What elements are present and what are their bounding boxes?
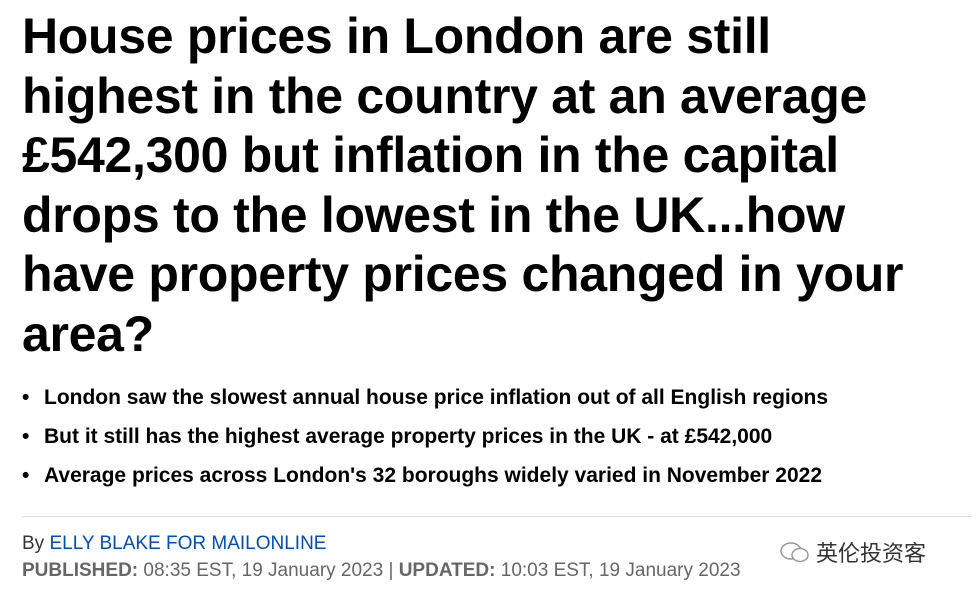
byline-prefix: By xyxy=(22,533,45,554)
bullet-item: London saw the slowest annual house pric… xyxy=(22,386,828,410)
dates: PUBLISHED: 08:35 EST, 19 January 2023 | … xyxy=(22,560,741,582)
separator xyxy=(22,516,972,517)
headline-line: drops to the lowest in the UK...how xyxy=(22,186,845,243)
headline-line: highest in the country at an average xyxy=(22,67,867,124)
byline: By ELLY BLAKE FOR MAILONLINE xyxy=(22,533,326,555)
watermark-text: 英伦投资客 xyxy=(816,541,927,566)
bullet-item: Average prices across London's 32 boroug… xyxy=(22,464,822,488)
watermark-icon xyxy=(780,542,809,563)
author-link[interactable]: ELLY BLAKE FOR MAILONLINE xyxy=(49,533,327,554)
headline-line: House prices in London are still xyxy=(22,8,771,64)
updated-date: 10:03 EST, 19 January 2023 xyxy=(500,560,741,581)
published-label: PUBLISHED: xyxy=(22,560,139,581)
headline-line: area? xyxy=(22,305,154,362)
updated-label: UPDATED: xyxy=(398,560,496,581)
watermark: 英伦投资客 xyxy=(780,536,926,568)
headline-line: have property prices changed in your xyxy=(22,246,904,302)
published-date: 08:35 EST, 19 January 2023 xyxy=(143,560,384,581)
headline-line: £542,300 but inflation in the capital xyxy=(22,127,839,183)
bullet-item: But it still has the highest average pro… xyxy=(22,425,772,449)
date-separator: | xyxy=(388,560,394,581)
